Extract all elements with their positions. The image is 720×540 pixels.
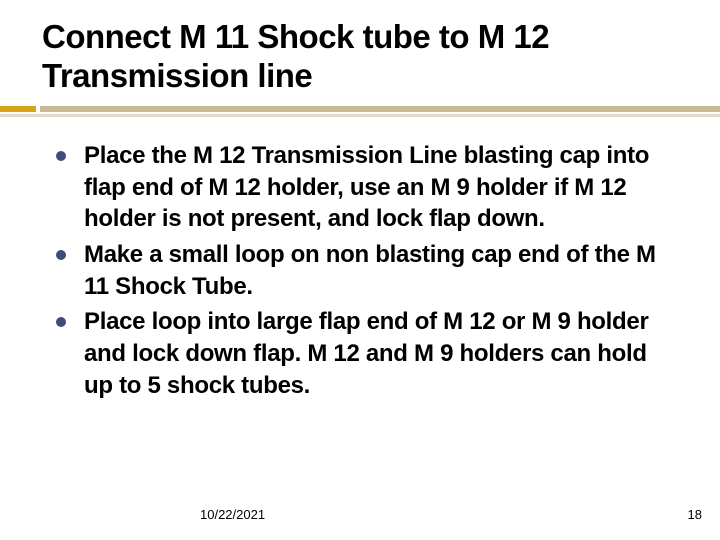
divider-rule xyxy=(0,106,720,120)
rule-accent xyxy=(0,106,36,112)
list-item: Place loop into large flap end of M 12 o… xyxy=(56,306,680,401)
bullet-icon xyxy=(56,151,66,161)
slide: Connect M 11 Shock tube to M 12 Transmis… xyxy=(0,0,720,540)
bullet-text: Place loop into large flap end of M 12 o… xyxy=(84,306,680,401)
list-item: Make a small loop on non blasting cap en… xyxy=(56,239,680,302)
rule-underline xyxy=(0,114,720,117)
slide-title: Connect M 11 Shock tube to M 12 Transmis… xyxy=(42,18,678,96)
bullet-icon xyxy=(56,250,66,260)
bullet-icon xyxy=(56,317,66,327)
bullet-text: Make a small loop on non blasting cap en… xyxy=(84,239,680,302)
title-block: Connect M 11 Shock tube to M 12 Transmis… xyxy=(42,18,678,96)
bullet-list: Place the M 12 Transmission Line blastin… xyxy=(56,140,680,405)
rule-gap xyxy=(36,106,40,112)
bullet-text: Place the M 12 Transmission Line blastin… xyxy=(84,140,680,235)
list-item: Place the M 12 Transmission Line blastin… xyxy=(56,140,680,235)
rule-bar xyxy=(0,106,720,112)
footer-date: 10/22/2021 xyxy=(200,507,265,522)
footer-page-number: 18 xyxy=(688,507,702,522)
